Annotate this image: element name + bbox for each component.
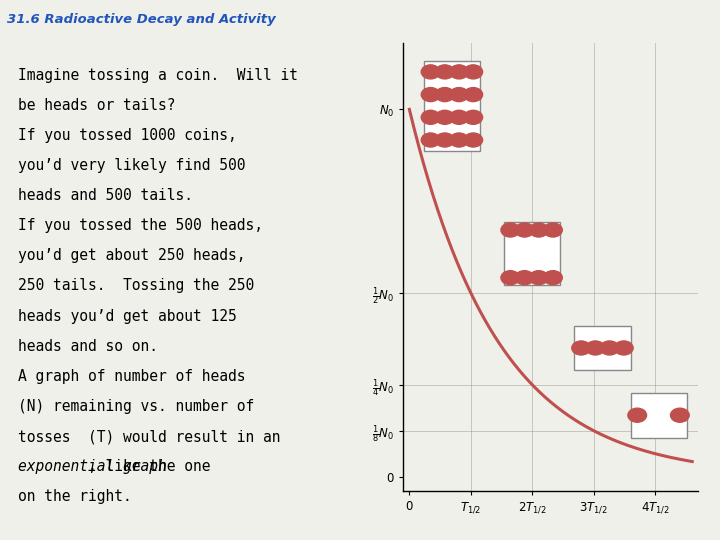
- Text: exponential graph: exponential graph: [18, 459, 167, 474]
- Text: A graph of number of heads: A graph of number of heads: [18, 369, 246, 384]
- Text: 250 tails.  Tossing the 250: 250 tails. Tossing the 250: [18, 279, 254, 293]
- Text: heads you’d get about 125: heads you’d get about 125: [18, 308, 237, 323]
- Text: you’d very likely find 500: you’d very likely find 500: [18, 158, 246, 173]
- Text: (N) remaining vs. number of: (N) remaining vs. number of: [18, 399, 254, 414]
- Text: tosses  (T) would result in an: tosses (T) would result in an: [18, 429, 281, 444]
- Text: Imagine tossing a coin.  Will it: Imagine tossing a coin. Will it: [18, 68, 298, 83]
- Text: heads and 500 tails.: heads and 500 tails.: [18, 188, 193, 203]
- Text: If you tossed the 500 heads,: If you tossed the 500 heads,: [18, 218, 263, 233]
- Text: 31.6 Radioactive Decay and Activity: 31.6 Radioactive Decay and Activity: [7, 14, 276, 26]
- Text: , like the one: , like the one: [89, 459, 211, 474]
- Text: If you tossed 1000 coins,: If you tossed 1000 coins,: [18, 128, 237, 143]
- Text: on the right.: on the right.: [18, 489, 132, 504]
- Bar: [575, 326, 631, 370]
- Text: be heads or tails?: be heads or tails?: [18, 98, 176, 113]
- Text: heads and so on.: heads and so on.: [18, 339, 158, 354]
- Text: you’d get about 250 heads,: you’d get about 250 heads,: [18, 248, 246, 264]
- Bar: [631, 393, 687, 437]
- Bar: [503, 222, 559, 285]
- Bar: [424, 61, 480, 151]
